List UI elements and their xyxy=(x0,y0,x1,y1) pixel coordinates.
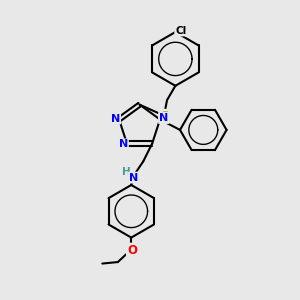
Text: Cl: Cl xyxy=(175,26,186,36)
Text: N: N xyxy=(129,172,138,182)
Text: N: N xyxy=(159,113,168,123)
Text: H: H xyxy=(122,167,130,178)
Text: N: N xyxy=(111,114,120,124)
Text: S: S xyxy=(160,110,169,123)
Text: O: O xyxy=(127,244,137,256)
Text: N: N xyxy=(119,140,128,149)
